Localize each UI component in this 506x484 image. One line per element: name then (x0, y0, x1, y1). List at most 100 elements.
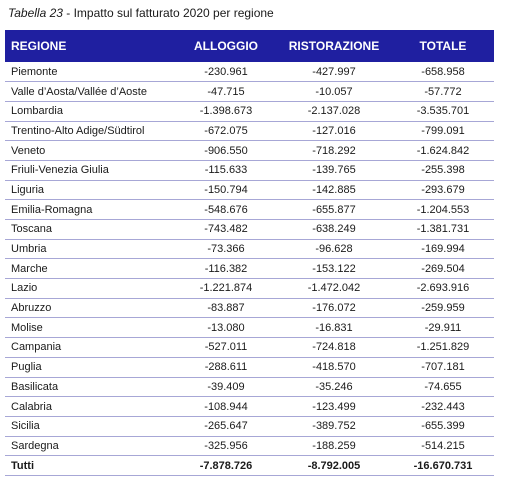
table-row: Calabria -108.944 -123.499 -232.443 (5, 396, 494, 417)
totale-cell: -707.181 (392, 357, 494, 378)
totale-cell: -2.693.916 (392, 278, 494, 299)
ristorazione-cell: -123.499 (276, 396, 392, 417)
ristorazione-cell: -718.292 (276, 140, 392, 161)
alloggio-cell: -39.409 (176, 377, 276, 398)
ristorazione-cell: -10.057 (276, 81, 392, 102)
totale-cell: -74.655 (392, 377, 494, 398)
total-region-cell: Tutti (5, 455, 176, 476)
alloggio-cell: -116.382 (176, 258, 276, 280)
alloggio-cell: -1.221.874 (176, 278, 276, 299)
table-body: Piemonte -230.961 -427.997 -658.958 Valle d’… (5, 62, 494, 476)
alloggio-cell: -115.633 (176, 160, 276, 181)
totale-cell: -1.204.553 (392, 199, 494, 220)
region-cell: Liguria (5, 180, 176, 201)
ristorazione-cell: -96.628 (276, 239, 392, 260)
region-cell: Campania (5, 337, 176, 358)
table-row: Umbria -73.366 -96.628 -169.994 (5, 239, 494, 260)
totale-cell: -1.624.842 (392, 140, 494, 161)
column-header-alloggio: ALLOGGIO (194, 39, 258, 53)
table-row: Puglia -288.611 -418.570 -707.181 (5, 357, 494, 378)
table-row: Trentino-Alto Adige/Südtirol -672.075 -127… (5, 121, 494, 142)
alloggio-cell: -906.550 (176, 140, 276, 161)
ristorazione-cell: -638.249 (276, 219, 392, 240)
column-header-ristorazione: RISTORAZIONE (288, 39, 380, 53)
region-cell: Umbria (5, 239, 176, 260)
ristorazione-cell: -127.016 (276, 121, 392, 142)
totale-cell: -514.215 (392, 436, 494, 457)
table-row: Basilicata -39.409 -35.246 -74.655 (5, 377, 494, 398)
column-header-totale: TOTALE (419, 39, 467, 53)
totale-cell: -799.091 (392, 121, 494, 142)
ristorazione-cell: -724.818 (276, 337, 392, 358)
total-row: Tutti -7.878.726 -8.792.005 -16.670.731 (5, 455, 494, 476)
region-cell: Lombardia (5, 101, 176, 122)
region-cell: Abruzzo (5, 298, 176, 319)
totale-cell: -169.994 (392, 239, 494, 260)
table-caption-label: Tabella 23 (8, 6, 63, 20)
totale-cell: -293.679 (392, 180, 494, 201)
region-cell: Lazio (5, 278, 176, 299)
region-cell: Emilia-Romagna (5, 199, 176, 220)
table-header: REGIONE ALLOGGIO RISTORAZIONE TOTALE (5, 30, 494, 62)
ristorazione-cell: -139.765 (276, 160, 392, 181)
region-cell: Piemonte (5, 62, 176, 83)
table-row: Emilia-Romagna -548.676 -655.877 -1.204.553 (5, 199, 494, 220)
total-totale-cell: -16.670.731 (392, 455, 494, 476)
region-cell: Friuli-Venezia Giulia (5, 160, 176, 181)
totale-cell: -1.381.731 (392, 219, 494, 240)
ristorazione-cell: -2.137.028 (276, 101, 392, 122)
ristorazione-cell: -142.885 (276, 180, 392, 201)
table-caption: Tabella 23 - Impatto sul fatturato 2020 … (8, 6, 274, 20)
header-row: REGIONE ALLOGGIO RISTORAZIONE TOTALE (5, 30, 494, 62)
alloggio-cell: -230.961 (176, 62, 276, 83)
table-row: Veneto -906.550 -718.292 -1.624.842 (5, 140, 494, 161)
table-row: Sicilia -265.647 -389.752 -655.399 (5, 416, 494, 437)
alloggio-cell: -83.887 (176, 298, 276, 319)
region-cell: Trentino-Alto Adige/Südtirol (5, 121, 176, 142)
totale-cell: -658.958 (392, 62, 494, 83)
total-alloggio-cell: -7.878.726 (176, 455, 276, 476)
ristorazione-cell: -188.259 (276, 436, 392, 457)
totale-cell: -1.251.829 (392, 337, 494, 358)
table-row: Lombardia -1.398.673 -2.137.028 -3.535.701 (5, 101, 494, 122)
alloggio-cell: -325.956 (176, 436, 276, 457)
ristorazione-cell: -427.997 (276, 62, 392, 83)
totale-cell: -232.443 (392, 396, 494, 417)
alloggio-cell: -548.676 (176, 199, 276, 220)
region-cell: Sardegna (5, 436, 176, 457)
table-row: Abruzzo -83.887 -176.072 -259.959 (5, 298, 494, 319)
alloggio-cell: -150.794 (176, 180, 276, 201)
alloggio-cell: -288.611 (176, 357, 276, 378)
ristorazione-cell: -176.072 (276, 298, 392, 319)
alloggio-cell: -108.944 (176, 396, 276, 417)
region-cell: Sicilia (5, 416, 176, 437)
ristorazione-cell: -16.831 (276, 317, 392, 339)
total-ristorazione-cell: -8.792.005 (276, 455, 392, 476)
totale-cell: -259.959 (392, 298, 494, 319)
table-row: Valle d’Aosta/Vallée d’Aoste -47.715 -10.0… (5, 81, 494, 102)
alloggio-cell: -13.080 (176, 317, 276, 339)
totale-cell: -655.399 (392, 416, 494, 437)
region-cell: Toscana (5, 219, 176, 240)
table-row: Friuli-Venezia Giulia -115.633 -139.765 -25… (5, 160, 494, 181)
totale-cell: -269.504 (392, 258, 494, 280)
table-row: Lazio -1.221.874 -1.472.042 -2.693.916 (5, 278, 494, 299)
table-row: Marche -116.382 -153.122 -269.504 (5, 258, 494, 280)
region-cell: Veneto (5, 140, 176, 161)
table-row: Sardegna -325.956 -188.259 -514.215 (5, 436, 494, 457)
ristorazione-cell: -418.570 (276, 357, 392, 378)
column-header-regione: REGIONE (11, 39, 67, 53)
totale-cell: -57.772 (392, 81, 494, 102)
alloggio-cell: -672.075 (176, 121, 276, 142)
totale-cell: -3.535.701 (392, 101, 494, 122)
alloggio-cell: -743.482 (176, 219, 276, 240)
table-row: Toscana -743.482 -638.249 -1.381.731 (5, 219, 494, 240)
table-caption-title: - Impatto sul fatturato 2020 per regione (62, 6, 274, 20)
ristorazione-cell: -153.122 (276, 258, 392, 280)
table-row: Piemonte -230.961 -427.997 -658.958 (5, 62, 494, 83)
ristorazione-cell: -389.752 (276, 416, 392, 437)
region-cell: Basilicata (5, 377, 176, 398)
region-cell: Puglia (5, 357, 176, 378)
alloggio-cell: -265.647 (176, 416, 276, 437)
